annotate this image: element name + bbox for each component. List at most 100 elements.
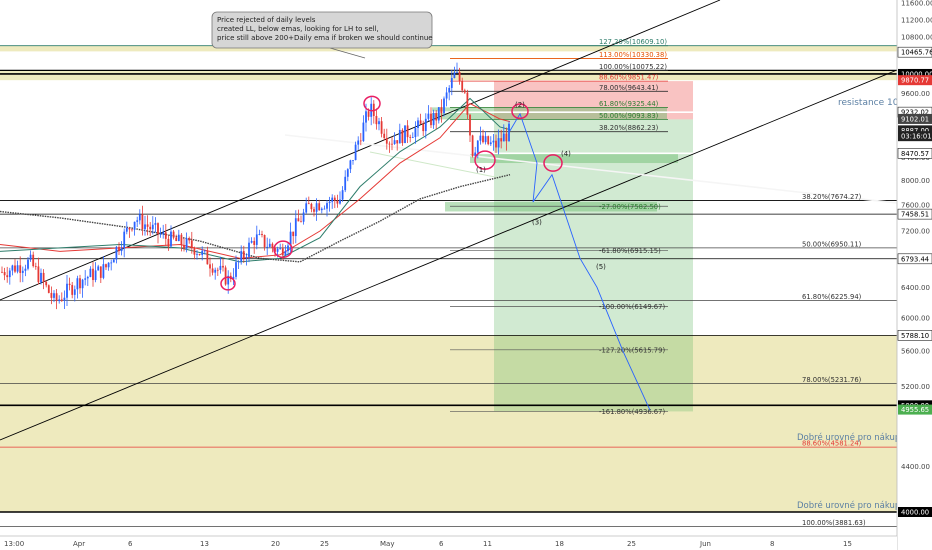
price-axis[interactable]: 11600.00 11200.00 10800.00 10000.00 9600.00 8… xyxy=(896,0,932,550)
candle-body xyxy=(73,289,76,295)
candle-body xyxy=(112,259,115,263)
wave-label: (3) xyxy=(532,218,542,226)
candle-body xyxy=(19,265,22,273)
time-tick: 18 xyxy=(555,540,564,548)
candle-body xyxy=(258,234,261,235)
candle-body xyxy=(3,272,6,276)
time-axis[interactable]: 13:00 Apr 6 13 20 25 May 6 11 18 25 Jun 8 15 xyxy=(0,535,897,550)
candle-body xyxy=(274,247,276,252)
candle-body xyxy=(180,234,183,246)
candle-body xyxy=(193,248,196,255)
candle-body xyxy=(151,224,154,230)
highlight-circles xyxy=(220,95,563,291)
candle-body xyxy=(445,92,448,99)
candle-body xyxy=(289,231,292,246)
candle-body xyxy=(294,218,297,237)
candle-body xyxy=(11,265,14,271)
wave-labels: (1) (2) (3) (4) (5) xyxy=(476,101,606,271)
candle-body xyxy=(198,253,201,256)
lower-trendline xyxy=(0,69,898,441)
candle-body xyxy=(339,199,341,204)
candle-body xyxy=(248,242,250,258)
candle-body xyxy=(463,90,466,93)
candle-body xyxy=(385,137,388,144)
candle-body xyxy=(508,123,510,142)
candle-body xyxy=(250,240,253,243)
price-tick: 7600.00 xyxy=(901,202,930,210)
candle-body xyxy=(440,107,443,114)
candle-body xyxy=(47,285,50,293)
price-tick: 9600.00 xyxy=(901,90,930,98)
annotation-note[interactable]: Price rejected of daily levels created L… xyxy=(211,11,433,59)
candle-body xyxy=(398,129,401,144)
candle-body xyxy=(216,269,219,271)
candle-body xyxy=(125,227,128,232)
fib-ext-zone xyxy=(445,202,657,212)
candle-body xyxy=(66,283,68,298)
candle-body xyxy=(292,231,295,237)
candle-body xyxy=(313,209,315,212)
fib-long-label: 38.20%(7674.27) xyxy=(802,193,862,201)
candle-body xyxy=(261,234,263,236)
price-marker xyxy=(897,148,932,159)
candle-body xyxy=(302,212,305,222)
candle-body xyxy=(380,121,383,134)
candle-body xyxy=(430,113,432,126)
candle-body xyxy=(42,272,45,282)
highlight-circle xyxy=(363,95,381,112)
candle-body xyxy=(242,251,245,258)
candle-body xyxy=(136,220,139,222)
candle-body xyxy=(450,78,453,88)
supply-demand-zone xyxy=(0,70,897,81)
candle-body xyxy=(219,265,222,270)
candle-body xyxy=(206,250,209,265)
candle-body xyxy=(432,113,435,126)
time-tick: 15 xyxy=(843,540,852,548)
candle-body xyxy=(144,224,146,230)
highlight-circle xyxy=(220,276,236,291)
take-profit-box xyxy=(494,119,693,412)
candle-body xyxy=(352,160,354,161)
candle-body xyxy=(474,152,477,156)
candle-body xyxy=(115,246,118,260)
candle-body xyxy=(157,223,159,234)
candle-body xyxy=(427,113,430,119)
candle-body xyxy=(185,238,188,249)
candle-body xyxy=(300,221,302,223)
candle-body xyxy=(437,107,440,121)
candle-body xyxy=(297,218,300,222)
candle-body xyxy=(211,268,214,273)
price-marker xyxy=(898,125,932,136)
candle-body xyxy=(471,135,474,156)
candle-body xyxy=(448,87,451,93)
candle-body xyxy=(133,221,136,230)
candle-body xyxy=(141,214,144,230)
candle-body xyxy=(383,133,386,138)
candle-body xyxy=(320,208,323,211)
wave4-zone xyxy=(470,153,678,164)
candle-body xyxy=(388,143,391,145)
candle-body xyxy=(120,248,123,252)
fib-long-label: 100.00%(3881.63) xyxy=(802,519,866,527)
note-line-1: Price rejected of daily levels xyxy=(217,16,316,24)
candle-body xyxy=(149,226,152,230)
candle-body xyxy=(71,285,74,295)
candle-body xyxy=(419,120,422,124)
supply-demand-zone xyxy=(0,335,897,512)
note-line-3: price still above 200+Daily ema if broke… xyxy=(217,34,433,42)
candle-body xyxy=(188,238,191,241)
fib-ext-label: -127.20%(5615.79) xyxy=(599,346,665,354)
fib-label: 61.80%(9325.44) xyxy=(599,100,659,108)
candle-body xyxy=(279,248,282,250)
fib-label: 38.20%(8862.23) xyxy=(599,124,659,132)
price-tick: 10800.00 xyxy=(901,34,932,42)
candle-body xyxy=(287,245,289,252)
green-diagonal xyxy=(369,151,501,179)
candle-body xyxy=(21,270,24,273)
price-marker xyxy=(897,46,932,58)
candle-body xyxy=(469,114,471,136)
price-marker-text: 4000.00 xyxy=(901,509,929,517)
candle-body xyxy=(362,122,365,142)
candle-body xyxy=(453,72,456,79)
